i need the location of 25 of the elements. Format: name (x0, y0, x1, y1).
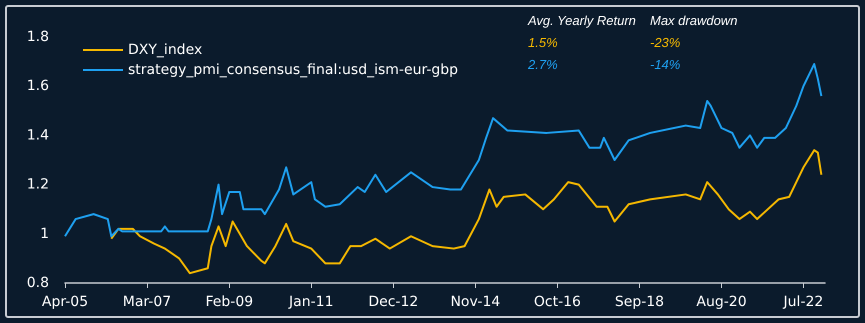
text: Avg. Yearly Return (527, 13, 636, 28)
annotation: 1.5% (528, 35, 558, 50)
text: Max drawdown (650, 13, 738, 28)
x-tick-label: Aug-20 (696, 294, 747, 310)
y-tick-label: 1.6 (26, 78, 50, 94)
x-tick-label: Sep-18 (614, 294, 664, 310)
x-tick-label: Dec-12 (368, 294, 418, 310)
legend-label: DXY_index (128, 42, 202, 58)
x-tick-label: Apr-05 (42, 294, 88, 310)
x-tick-label: Mar-07 (122, 294, 172, 310)
y-tick-label: 1.8 (26, 29, 49, 45)
x-tick-label: Oct-16 (534, 294, 582, 310)
line-series (110, 149, 822, 274)
legend-label: strategy_pmi_consensus_final:usd_ism-eur-gbp (128, 62, 458, 78)
y-tick-label: 1 (40, 226, 49, 242)
x-tick-label: Jul-22 (782, 294, 824, 310)
annotation: -14% (650, 57, 680, 72)
y-tick-label: 1.2 (26, 176, 49, 193)
x-tick-label: Feb-09 (206, 294, 254, 310)
annotation: -23% (650, 35, 680, 50)
x-tick-label: Nov-14 (450, 294, 500, 310)
y-tick-label: 0.8 (26, 275, 49, 291)
x-tick-label: Jan-11 (288, 294, 334, 310)
y-tick-label: 1.4 (26, 127, 50, 144)
annotation: 2.7% (527, 57, 558, 72)
